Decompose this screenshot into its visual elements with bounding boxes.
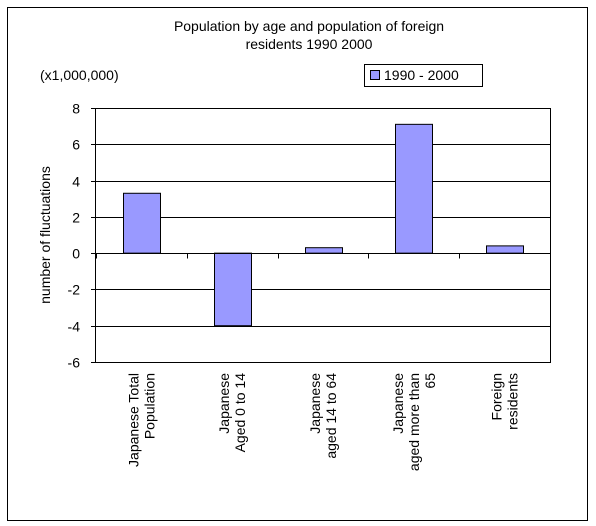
x-category-label: Japanese [390,373,406,434]
x-category-label: Population [141,373,157,439]
bars [123,123,524,327]
bar [214,252,252,327]
x-category-label: aged more than [406,373,422,471]
y-tick-label: -4 [68,319,81,335]
x-axis-labels: Japanese Total Population Japanese Aged 0 t… [125,373,520,471]
y-tick-label: 6 [72,137,80,153]
bar [305,247,343,254]
legend-swatch [370,70,380,80]
x-category-label: Japanese Total [125,373,141,467]
x-category-label: 65 [422,373,438,389]
x-category-label: aged 14 to 64 [323,373,339,459]
legend: 1990 - 2000 [364,64,483,87]
x-category-label: Foreign [489,373,505,420]
zero-axis [96,253,551,259]
x-category-label: Japanese [307,373,323,434]
chart-title-line-2: residents 1990 2000 [246,36,373,52]
y-tick-label: -2 [68,282,81,298]
bar [395,123,433,254]
y-axis-title: number of fluctuations [37,166,53,304]
x-category-label: Japanese [216,373,232,434]
chart-title-line-1: Population by age and population of fore… [174,18,444,34]
y-tick-label: 4 [72,174,80,190]
bar [123,192,161,254]
y-axis-ticks: 8 6 4 2 0 -2 -4 -6 [68,101,96,371]
y-tick-label: -6 [68,355,81,371]
legend-box [364,64,483,87]
y-tick-label: 8 [72,101,80,117]
x-category-label: Aged 0 to 14 [232,373,248,453]
legend-label: 1990 - 2000 [384,67,459,83]
gridlines [96,144,550,327]
plot-area [95,108,551,363]
y-tick-label: 0 [72,246,80,262]
unit-label: (x1,000,000) [40,67,119,83]
bar [486,245,524,254]
x-category-label: residents [505,373,521,430]
y-tick-label: 2 [72,210,80,226]
